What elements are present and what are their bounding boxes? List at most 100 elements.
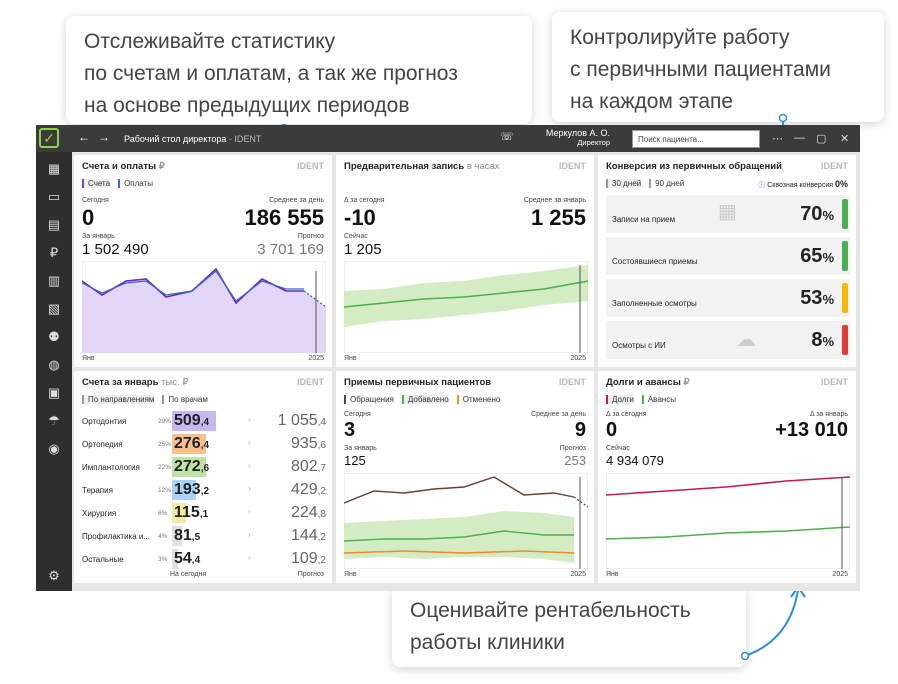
panel-title: Приемы первичных пациентов	[344, 377, 492, 388]
row-percent: 4%	[158, 533, 168, 540]
row-percent: 22%	[158, 464, 172, 471]
ident-label: IDENT	[297, 161, 324, 171]
tab-by-direction[interactable]: По направлениям	[82, 395, 155, 404]
chevron-right-icon: ›	[248, 484, 251, 493]
tab-by-doctors[interactable]: По врачам	[162, 395, 208, 404]
list-item[interactable]: Терапия 12% 193,2 › 429,2	[82, 480, 326, 500]
legend-cancelled[interactable]: Отменено	[456, 395, 501, 404]
users-icon[interactable]: ⚉	[48, 329, 60, 344]
delta-value: 0	[606, 419, 618, 441]
row-bar	[172, 549, 178, 569]
phone-icon[interactable]: ☏	[500, 131, 514, 143]
building-icon[interactable]: ▥	[47, 273, 61, 288]
x-start: Янв	[344, 571, 357, 578]
chat-icon[interactable]: ▭	[47, 189, 61, 204]
forecast-label: Прогноз	[559, 445, 586, 452]
ruble-icon[interactable]: ₽	[49, 245, 59, 260]
now-value: 1 205	[344, 241, 382, 258]
funnel-row-exams[interactable]: Заполненные осмотры 53%	[606, 279, 850, 317]
legend-advances[interactable]: Авансы	[641, 395, 676, 404]
tab-90-days[interactable]: 90 дней	[649, 179, 685, 188]
legend-requests[interactable]: Обращения	[344, 395, 394, 404]
debts-chart	[606, 473, 850, 569]
funnel-row-bookings[interactable]: Записи на прием ▦ 70%	[606, 195, 850, 233]
list-item[interactable]: Имплантология 22% 272,6 › 802,7	[82, 457, 326, 477]
avg-value: 9	[574, 419, 586, 441]
funnel-row-visits[interactable]: Состоявшиеся приемы 65%	[606, 237, 850, 275]
calendar-icon[interactable]: ▦	[47, 161, 61, 176]
now-value: 4 934 079	[606, 453, 664, 468]
list-item[interactable]: Хирургия 6% 115,1 › 224,8	[82, 503, 326, 523]
chevron-right-icon: ›	[248, 461, 251, 470]
jan-label: За январь	[82, 233, 115, 240]
period-tabs: 30 дней 90 дней	[606, 179, 692, 188]
documents-icon[interactable]: ▤	[47, 217, 61, 232]
list-item[interactable]: Ортодонтия 29% 509,4 › 1 055,4	[82, 411, 326, 431]
x-start: Янв	[82, 355, 95, 362]
row-percent: 29%	[158, 418, 172, 425]
tab-30-days[interactable]: 30 дней	[606, 179, 642, 188]
panel-title: Предварительная запись в часах	[344, 161, 500, 172]
through-conversion[interactable]: ⓘ Сквозная конверсия 0%	[758, 179, 848, 189]
help-icon: ⓘ	[758, 182, 766, 189]
row-bar	[172, 480, 196, 500]
now-label: Сейчас	[606, 445, 630, 452]
legend-added[interactable]: Добавлено	[401, 395, 449, 404]
ident-label: IDENT	[821, 161, 848, 171]
row-bar	[172, 526, 182, 546]
sidebar: ▦ ▭ ▤ ₽ ▥ ▧ ⚉ ◍ ▣ ☂ ◉ ⚙	[36, 152, 72, 591]
delta-jan-value: +13 010	[775, 419, 848, 441]
row-name: Терапия	[82, 486, 113, 495]
x-start: Янв	[606, 571, 619, 578]
legend-invoices[interactable]: Счета	[82, 179, 111, 188]
list-item[interactable]: Ортопедия 25% 276,4 › 935,6	[82, 434, 326, 454]
today-value: 3	[344, 419, 356, 441]
forecast-footer: Прогноз	[297, 571, 324, 578]
status-bar	[842, 283, 848, 313]
maximize-icon[interactable]: ▢	[816, 133, 827, 145]
close-icon[interactable]: ✕	[840, 133, 850, 145]
panel-january-invoices: Счета за январь тыс. ₽ IDENT По направле…	[74, 371, 332, 583]
coins-icon[interactable]: ◉	[48, 441, 60, 456]
panel-title: Конверсия из первичных обращений	[606, 161, 782, 172]
delta-label: Δ за сегодня	[344, 197, 385, 204]
message-icon[interactable]: ◍	[48, 357, 60, 372]
devices-icon[interactable]: ▣	[47, 385, 61, 400]
legend: Счета Оплаты	[82, 179, 161, 188]
window-title: Рабочий стол директора - IDENT	[124, 134, 262, 144]
umbrella-icon[interactable]: ☂	[48, 413, 60, 428]
reports-icon[interactable]: ▧	[47, 301, 61, 316]
panel-title: Счета и оплаты ₽	[82, 161, 165, 172]
avg-label: Среднее за январь	[523, 197, 586, 204]
status-bar	[842, 325, 848, 355]
app-window: ✓ ← → Рабочий стол директора - IDENT ☏ М…	[36, 125, 860, 591]
list-item[interactable]: Профилактика и... 4% 81,5 › 144,2	[82, 526, 326, 546]
funnel-row-ai-exams[interactable]: Осмотры с ИИ ☁ 8%	[606, 321, 850, 359]
jan-label: За январь	[344, 445, 377, 452]
forward-icon[interactable]: →	[98, 130, 110, 144]
row-bar	[172, 503, 186, 523]
chevron-right-icon: ›	[248, 438, 251, 447]
callout-profitability: Оценивайте рентабельность работы клиники	[392, 585, 746, 667]
user-info[interactable]: Меркулов А. О. Директор	[545, 128, 610, 147]
back-icon[interactable]: ←	[78, 130, 90, 144]
ident-label: IDENT	[559, 377, 586, 387]
primary-visits-chart	[344, 473, 588, 569]
forecast-value: 3 701 169	[257, 241, 324, 258]
status-bar	[842, 199, 848, 229]
ident-label: IDENT	[559, 161, 586, 171]
panel-title: Долги и авансы ₽	[606, 377, 690, 388]
legend-payments[interactable]: Оплаты	[118, 179, 153, 188]
today-footer: На сегодня	[170, 571, 207, 578]
minimize-icon[interactable]: —	[794, 132, 805, 144]
legend-debts[interactable]: Долги	[606, 395, 634, 404]
chevron-right-icon: ›	[248, 507, 251, 516]
more-icon[interactable]: ⋯	[772, 133, 783, 145]
list-item[interactable]: Остальные 3% 54,4 › 109,2	[82, 549, 326, 569]
patient-search-input[interactable]: Поиск пациента...	[632, 130, 760, 148]
row-name: Хирургия	[82, 509, 117, 518]
row-bar	[172, 457, 206, 477]
status-bar	[842, 241, 848, 271]
settings-icon[interactable]: ⚙	[48, 568, 60, 583]
ident-label: IDENT	[297, 377, 324, 387]
